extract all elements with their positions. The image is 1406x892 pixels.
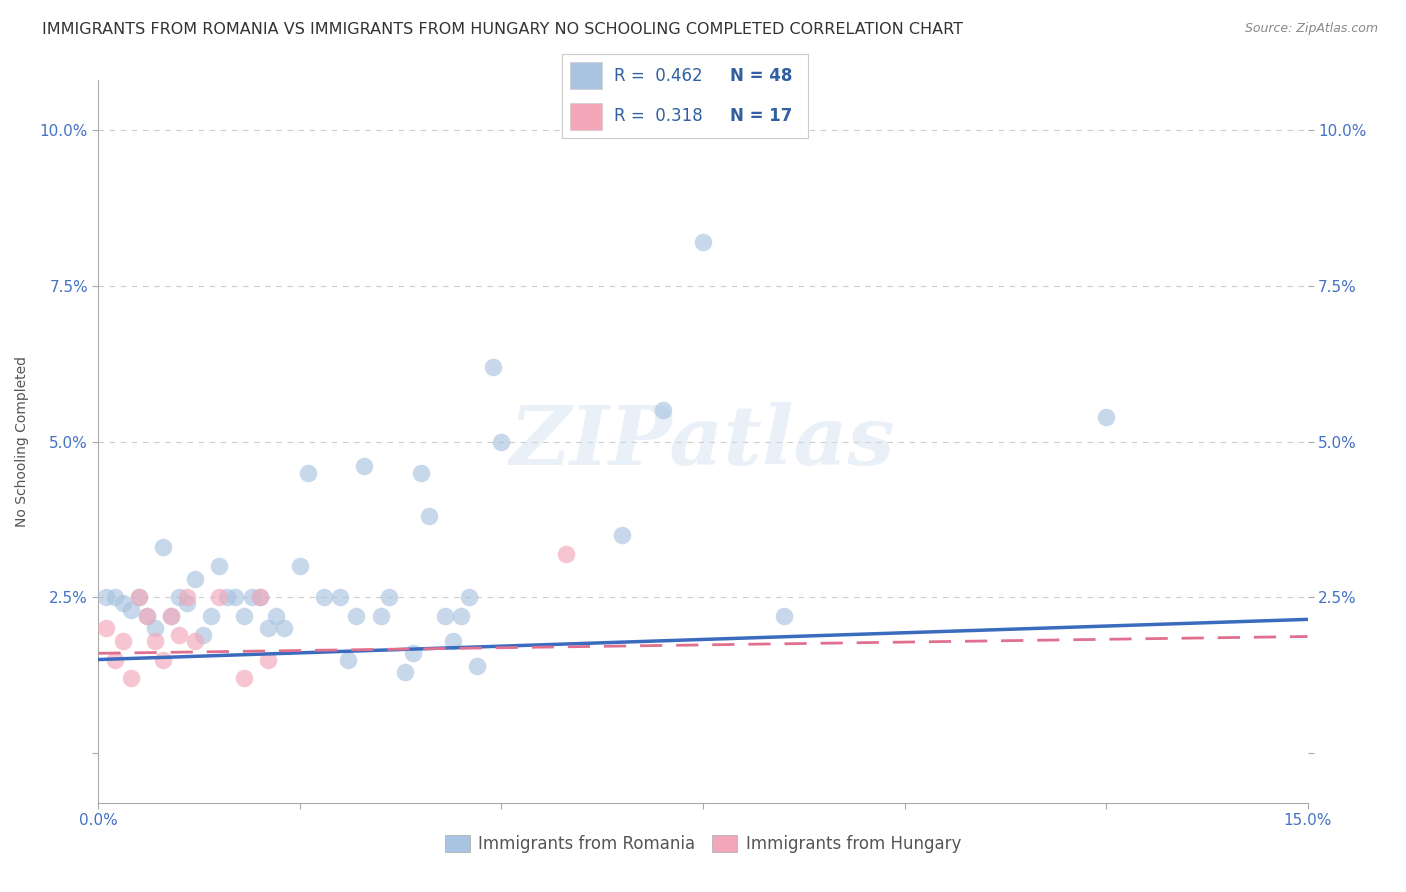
Text: N = 48: N = 48 [730, 67, 792, 85]
Point [103, 591, 125, 605]
Point [152, 652, 174, 666]
Point [143, 633, 166, 648]
Point [370, 609, 392, 624]
Point [184, 633, 207, 648]
Point [353, 459, 375, 474]
Point [111, 633, 134, 648]
Point [434, 609, 457, 624]
Point [135, 609, 157, 624]
Point [240, 591, 263, 605]
Point [651, 403, 673, 417]
Point [193, 627, 215, 641]
Point [418, 509, 440, 524]
Point [103, 652, 125, 666]
Point [249, 591, 271, 605]
Point [344, 609, 367, 624]
Point [491, 434, 513, 449]
Point [314, 591, 336, 605]
Point [458, 591, 481, 605]
Point [441, 633, 464, 648]
Text: Source: ZipAtlas.com: Source: ZipAtlas.com [1244, 22, 1378, 36]
Point [217, 591, 239, 605]
Point [555, 547, 578, 561]
Point [111, 597, 134, 611]
Point [612, 528, 634, 542]
Point [409, 466, 432, 480]
Y-axis label: No Schooling Completed: No Schooling Completed [14, 356, 28, 527]
Point [1095, 409, 1118, 424]
Point [135, 609, 157, 624]
Text: R =  0.318: R = 0.318 [614, 107, 703, 125]
Text: R =  0.462: R = 0.462 [614, 67, 703, 85]
FancyBboxPatch shape [569, 103, 602, 130]
Point [232, 671, 254, 685]
Text: N = 17: N = 17 [730, 107, 792, 125]
Point [167, 591, 190, 605]
Point [152, 541, 174, 555]
Text: IMMIGRANTS FROM ROMANIA VS IMMIGRANTS FROM HUNGARY NO SCHOOLING COMPLETED CORREL: IMMIGRANTS FROM ROMANIA VS IMMIGRANTS FR… [42, 22, 963, 37]
Point [143, 621, 166, 635]
Point [128, 591, 150, 605]
Point [96, 621, 118, 635]
Point [465, 658, 488, 673]
Point [176, 591, 198, 605]
Point [160, 609, 183, 624]
Text: ZIPatlas: ZIPatlas [510, 401, 896, 482]
Point [120, 603, 142, 617]
Point [256, 621, 278, 635]
Point [273, 621, 295, 635]
Point [337, 652, 360, 666]
Point [167, 627, 190, 641]
Point [394, 665, 416, 679]
Point [329, 591, 352, 605]
Legend: Immigrants from Romania, Immigrants from Hungary: Immigrants from Romania, Immigrants from… [439, 828, 967, 860]
Point [450, 609, 472, 624]
Point [120, 671, 142, 685]
Point [377, 591, 399, 605]
Point [288, 559, 311, 574]
Point [264, 609, 287, 624]
Point [128, 591, 150, 605]
Point [692, 235, 714, 250]
Point [249, 591, 271, 605]
Point [232, 609, 254, 624]
Point [297, 466, 319, 480]
Point [184, 572, 207, 586]
Point [482, 359, 505, 374]
FancyBboxPatch shape [569, 62, 602, 89]
Point [402, 646, 425, 660]
Point [772, 609, 794, 624]
Point [208, 591, 231, 605]
Point [176, 597, 198, 611]
Point [200, 609, 222, 624]
Point [256, 652, 278, 666]
Point [96, 591, 118, 605]
Point [224, 591, 246, 605]
Point [208, 559, 231, 574]
Point [160, 609, 183, 624]
